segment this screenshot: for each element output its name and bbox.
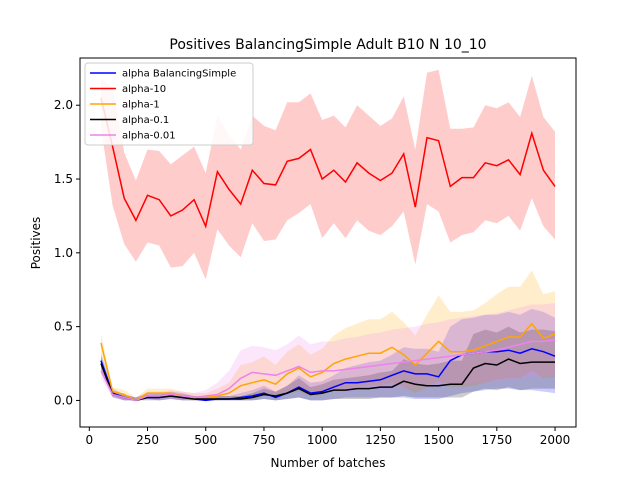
legend-label: alpha-0.1 bbox=[122, 115, 169, 126]
series-lines bbox=[100, 97, 556, 402]
line-series-3 bbox=[100, 358, 555, 402]
x-axis-label: Number of batches bbox=[271, 456, 386, 470]
x-tick-label: 750 bbox=[253, 433, 276, 447]
band-series-0 bbox=[101, 308, 555, 401]
legend: alpha BalancingSimple alpha-10 alpha-1 alph… bbox=[84, 62, 254, 146]
legend-label: alpha BalancingSimple bbox=[122, 69, 236, 80]
y-tick-label: 0.5 bbox=[54, 320, 73, 334]
line-series-4 bbox=[100, 339, 556, 402]
x-tick-label: 250 bbox=[136, 433, 159, 447]
x-tick-label: 0 bbox=[85, 433, 93, 447]
band-series-4 bbox=[101, 303, 555, 401]
x-tick-label: 1750 bbox=[482, 433, 513, 447]
y-tick-label: 2.0 bbox=[54, 98, 73, 112]
line-series-1 bbox=[100, 97, 556, 229]
y-tick-label: 0.0 bbox=[54, 393, 73, 407]
legend-label: alpha-1 bbox=[122, 100, 160, 111]
y-tick-label: 1.0 bbox=[54, 246, 73, 260]
chart-title: Positives BalancingSimple Adult B10 N 10… bbox=[169, 37, 486, 53]
plot-area-frame bbox=[79, 57, 577, 428]
x-tick-label: 2000 bbox=[540, 433, 571, 447]
x-tick-label: 1500 bbox=[423, 433, 454, 447]
legend-frame bbox=[84, 62, 254, 146]
y-axis-ticks: 0.0 0.5 1.0 1.5 2.0 bbox=[54, 98, 80, 407]
legend-label: alpha-10 bbox=[122, 84, 166, 95]
x-tick-label: 500 bbox=[194, 433, 217, 447]
y-axis-label: Positives bbox=[29, 217, 43, 270]
legend-label: alpha-0.01 bbox=[122, 131, 176, 142]
band-series-2 bbox=[101, 270, 555, 401]
x-axis-ticks: 0 250 500 750 1000 1250 1500 1750 2000 bbox=[85, 427, 570, 447]
x-tick-label: 1250 bbox=[365, 433, 396, 447]
band-series-3 bbox=[101, 326, 555, 401]
y-tick-label: 1.5 bbox=[54, 172, 73, 186]
x-tick-label: 1000 bbox=[307, 433, 338, 447]
